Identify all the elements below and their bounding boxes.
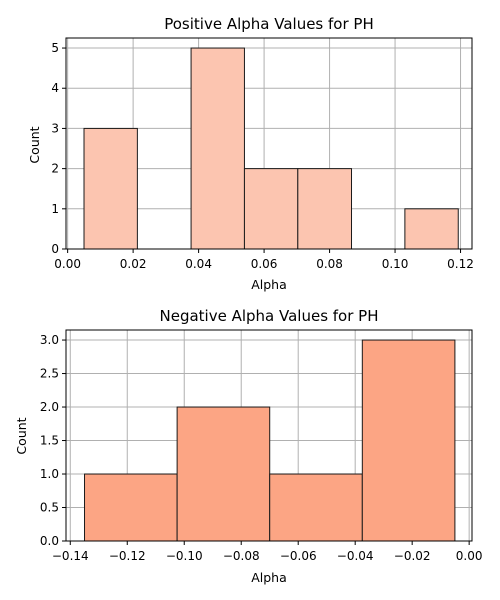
x-tick-label: −0.08	[223, 549, 260, 563]
x-tick-label: −0.14	[52, 549, 89, 563]
histogram-bar	[243, 168, 299, 250]
x-tick-label: 0.00	[54, 257, 81, 271]
y-axis-label: Count	[27, 126, 42, 163]
y-tick-label: 3	[51, 121, 59, 135]
y-axis-label: Count	[14, 417, 29, 454]
y-tick-label: 2	[51, 162, 59, 176]
x-tick-label: 0.02	[120, 257, 147, 271]
x-tick-label: 0.12	[447, 257, 474, 271]
y-tick-label: 0.0	[40, 534, 59, 548]
plot-frame	[65, 37, 473, 250]
histogram-bar	[83, 127, 138, 250]
y-tick-label: 1.0	[40, 467, 59, 481]
y-tick-label: 4	[51, 81, 59, 95]
x-tick-label: 0.04	[185, 257, 212, 271]
chart-title: Negative Alpha Values for PH	[160, 307, 379, 325]
y-tick-label: 2.5	[40, 367, 59, 381]
plot-frame	[65, 329, 473, 542]
y-tick-label: 1	[51, 202, 59, 216]
x-tick-label: 0.10	[382, 257, 409, 271]
histogram-bar	[269, 473, 363, 542]
x-tick-label: 0.08	[316, 257, 343, 271]
x-tick-label: 0.00	[456, 549, 483, 563]
y-tick-label: 5	[51, 41, 59, 55]
x-tick-label: −0.02	[394, 549, 431, 563]
x-tick-label: 0.06	[251, 257, 278, 271]
y-tick-label: 0	[51, 242, 59, 256]
y-tick-label: 2.0	[40, 400, 59, 414]
positive-alpha-histogram: Positive Alpha Values for PH 0.00 0.02 0.0…	[27, 15, 474, 292]
histogram-bar	[361, 339, 456, 542]
x-tick-label: −0.04	[337, 549, 374, 563]
histogram-bar	[176, 406, 271, 542]
x-tick-label: −0.06	[280, 549, 317, 563]
histogram-bar	[297, 168, 353, 250]
x-tick-label: −0.10	[166, 549, 203, 563]
y-tick-label: 0.5	[40, 501, 59, 515]
chart-title: Positive Alpha Values for PH	[164, 15, 374, 33]
x-axis-label: Alpha	[251, 570, 287, 585]
histogram-bar	[404, 208, 459, 250]
histogram-bar	[190, 47, 245, 250]
y-tick-label: 1.5	[40, 434, 59, 448]
negative-alpha-histogram: Negative Alpha Values for PH −0.14 −0.12 −…	[14, 307, 483, 585]
y-tick-label: 3.0	[40, 333, 59, 347]
x-axis-label: Alpha	[251, 277, 287, 292]
x-tick-label: −0.12	[109, 549, 146, 563]
histogram-bar	[84, 473, 178, 542]
